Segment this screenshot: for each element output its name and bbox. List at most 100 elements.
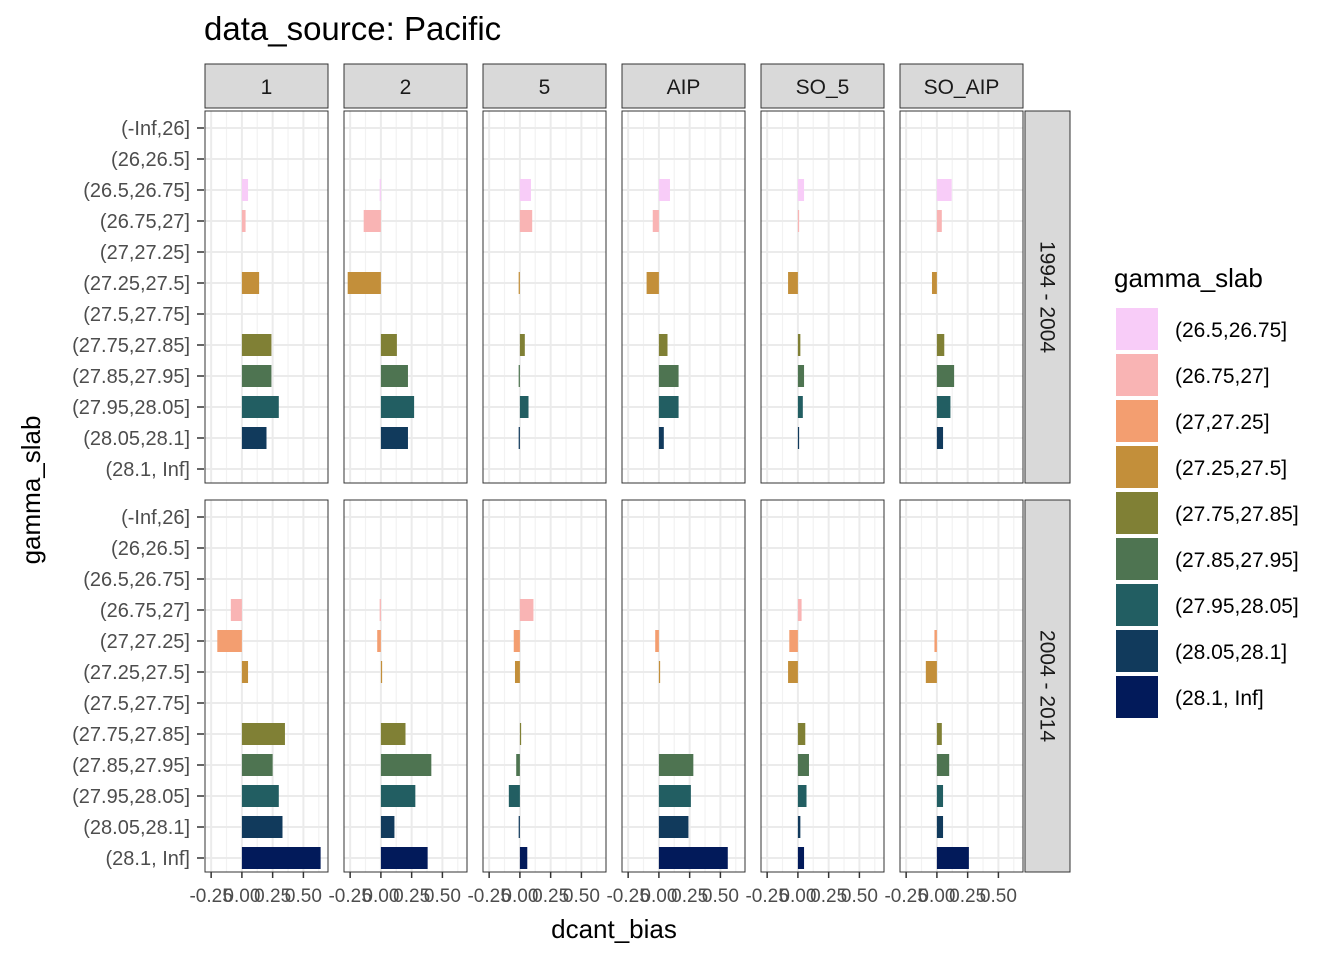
x-tick-label: 0.50 xyxy=(285,886,322,907)
legend-label: (27,27.25] xyxy=(1175,411,1270,434)
chart-title: data_source: Pacific xyxy=(204,10,501,47)
y-tick-label: (26,26.5] xyxy=(111,149,190,171)
bar xyxy=(514,661,520,683)
y-tick-label: (27.95,28.05] xyxy=(72,397,190,419)
legend-label: (27.85,27.95] xyxy=(1175,549,1299,572)
panel xyxy=(621,499,746,873)
panel-bg xyxy=(761,111,884,483)
bar xyxy=(936,785,944,807)
y-axis-title: gamma_slab xyxy=(16,416,46,565)
bar xyxy=(241,847,321,869)
y-tick-label: (28.05,28.1] xyxy=(83,428,190,450)
x-tick-label: 0.50 xyxy=(563,886,600,907)
legend-swatch xyxy=(1116,630,1158,672)
panel-bg xyxy=(483,111,606,483)
bar xyxy=(658,365,679,387)
panel-border xyxy=(899,110,1024,484)
panels: 1 2 5 AIP SO_5 SO_AIP 1994 - 2004 2004 - 2014 xyxy=(204,63,1071,873)
y-tick-label: (27.75,27.85] xyxy=(72,724,190,746)
bar xyxy=(519,179,531,201)
y-tick-label: (27.5,27.75] xyxy=(83,304,190,326)
y-tick-label: (28.05,28.1] xyxy=(83,817,190,839)
panel xyxy=(343,110,468,484)
x-tick-label: 0.00 xyxy=(223,886,260,907)
panel-border xyxy=(343,110,468,484)
bar xyxy=(519,723,522,745)
strip-label: 5 xyxy=(539,76,551,99)
bar xyxy=(230,599,242,621)
legend-label: (28.1, Inf] xyxy=(1175,687,1264,710)
bar xyxy=(380,365,408,387)
strip-bg xyxy=(760,63,885,109)
bar xyxy=(936,816,944,838)
bar xyxy=(380,847,428,869)
bar xyxy=(519,334,525,356)
x-tick-label: -0.25 xyxy=(189,886,232,907)
legend-title: gamma_slab xyxy=(1114,263,1263,293)
bar xyxy=(797,847,805,869)
bar xyxy=(518,365,520,387)
bar xyxy=(797,599,802,621)
strip-label: SO_5 xyxy=(796,76,850,99)
legend-swatch xyxy=(1116,538,1158,580)
y-tick-label: (26.5,26.75] xyxy=(83,569,190,591)
bar xyxy=(241,272,260,294)
bar xyxy=(936,396,951,418)
legend: gamma_slab (26.5,26.75] (26.75,27] (27,27.… xyxy=(1114,263,1299,718)
panel-border xyxy=(621,499,746,873)
bar xyxy=(925,661,937,683)
bar xyxy=(652,210,659,232)
x-axis-title: dcant_bias xyxy=(551,914,677,944)
bar xyxy=(516,754,520,776)
panel-border xyxy=(760,499,885,873)
facet-strip-col: 1 xyxy=(204,63,329,109)
strip-bg xyxy=(899,63,1024,109)
bar xyxy=(658,334,668,356)
x-tick-label: 0.00 xyxy=(362,886,399,907)
y-tick-label: (27.85,27.95] xyxy=(72,366,190,388)
panel-border xyxy=(482,110,607,484)
legend-swatch xyxy=(1116,584,1158,626)
x-tick-label: 0.25 xyxy=(671,886,708,907)
y-tick-label: (27.95,28.05] xyxy=(72,786,190,808)
bar xyxy=(797,179,805,201)
bar xyxy=(241,723,285,745)
bar xyxy=(797,210,800,232)
bar xyxy=(658,661,661,683)
x-tick-label: 0.50 xyxy=(424,886,461,907)
facet-strip-row: 2004 - 2014 xyxy=(1024,499,1071,873)
x-tick-label: 0.25 xyxy=(949,886,986,907)
panel xyxy=(760,499,885,873)
facet-strip-col: SO_5 xyxy=(760,63,885,109)
facet-strip-col: 5 xyxy=(482,63,607,109)
bar xyxy=(931,272,937,294)
bar xyxy=(936,365,955,387)
bar xyxy=(347,272,381,294)
bar xyxy=(380,816,395,838)
bar xyxy=(936,179,952,201)
bar xyxy=(797,427,800,449)
y-tick-label: (-Inf,26] xyxy=(121,507,190,529)
bar xyxy=(936,847,969,869)
bar xyxy=(797,723,806,745)
panel-bg xyxy=(344,111,467,483)
bar xyxy=(519,599,534,621)
panel-bg xyxy=(900,111,1023,483)
panel xyxy=(204,499,329,873)
bar xyxy=(797,754,809,776)
x-tick-label: 0.00 xyxy=(501,886,538,907)
strip-label: 1994 - 2004 xyxy=(1036,241,1059,353)
x-tick-label: 0.50 xyxy=(980,886,1017,907)
bar xyxy=(380,754,432,776)
panel-bg xyxy=(483,500,606,872)
bar xyxy=(658,754,694,776)
legend-swatch xyxy=(1116,400,1158,442)
panel xyxy=(621,110,746,484)
bar xyxy=(518,427,520,449)
y-tick-label: (-Inf,26] xyxy=(121,118,190,140)
bar xyxy=(658,396,679,418)
strip-bg xyxy=(343,63,468,109)
x-tick-label: 0.25 xyxy=(254,886,291,907)
bar xyxy=(797,816,801,838)
legend-swatch xyxy=(1116,446,1158,488)
